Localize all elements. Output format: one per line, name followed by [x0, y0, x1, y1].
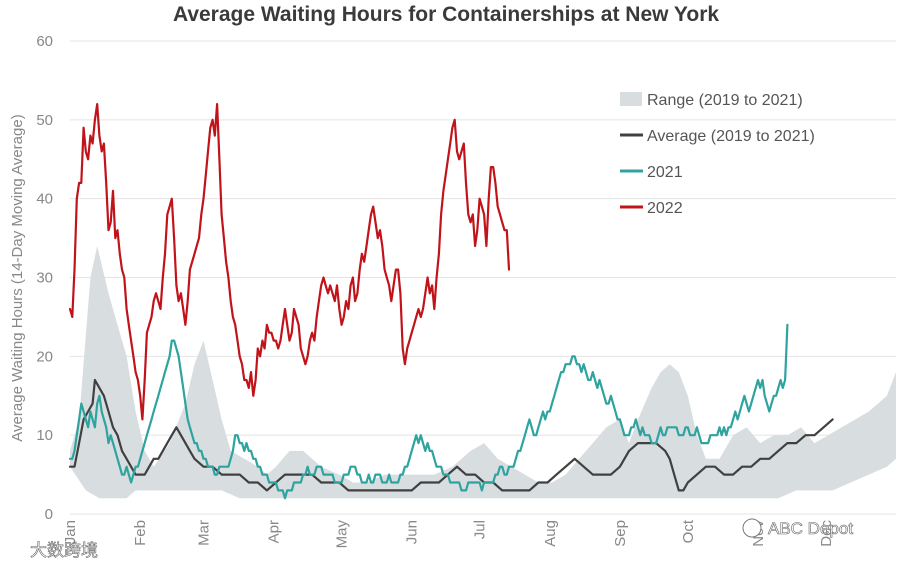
watermark-right-text: ABC Depot [768, 519, 853, 538]
series-lines [68, 102, 834, 500]
watermark-left: 大数跨境 [9, 541, 98, 560]
x-tick-label-apr: Apr [266, 520, 283, 543]
x-tick-label-oct: Oct [680, 519, 697, 543]
y-tick-label: 10 [36, 427, 53, 444]
chart-title: Average Waiting Hours for Containerships… [173, 3, 719, 26]
watermark-right: ABC Depot [742, 518, 854, 538]
wechat-icon [742, 518, 762, 538]
legend-label: Range (2019 to 2021) [647, 92, 803, 109]
y-axis-ticks: 0 10 20 30 40 50 60 [36, 33, 53, 523]
range-area [70, 246, 896, 499]
series-line-average-2019-to-2021 [68, 378, 834, 492]
y-tick-label: 60 [36, 33, 53, 50]
y-axis-label: Average Waiting Hours (14-Day Moving Ave… [9, 114, 26, 441]
x-tick-label-sep: Sep [612, 520, 629, 547]
series-line-2021 [68, 323, 789, 500]
x-tick-label-may: May [334, 520, 351, 549]
watermark-left-text: 大数跨境 [30, 541, 98, 560]
y-tick-label: 20 [36, 348, 53, 365]
series-line-2022 [68, 102, 511, 421]
y-tick-label: 30 [36, 270, 53, 287]
y-tick-label: 0 [45, 506, 53, 523]
x-tick-label-aug: Aug [542, 520, 559, 547]
x-axis-ticks: JanFebMarAprMayJunJulAugSepOctNovDec [62, 519, 835, 548]
legend-swatch-area [620, 92, 642, 106]
y-tick-label: 50 [36, 112, 53, 129]
y-tick-label: 40 [36, 191, 53, 208]
watermark-copyright-icon [9, 542, 25, 558]
x-tick-label-jul: Jul [472, 520, 489, 539]
legend-label: Average (2019 to 2021) [647, 128, 815, 145]
x-tick-label-dec: Dec [818, 520, 835, 547]
legend-label: 2022 [647, 200, 683, 217]
x-tick-label-jan: Jan [62, 520, 79, 544]
legend: Range (2019 to 2021) Average (2019 to 202… [620, 92, 815, 217]
x-tick-label-feb: Feb [132, 520, 149, 546]
x-tick-label-mar: Mar [196, 520, 213, 546]
x-tick-label-jun: Jun [404, 520, 421, 544]
legend-label: 2021 [647, 164, 683, 181]
